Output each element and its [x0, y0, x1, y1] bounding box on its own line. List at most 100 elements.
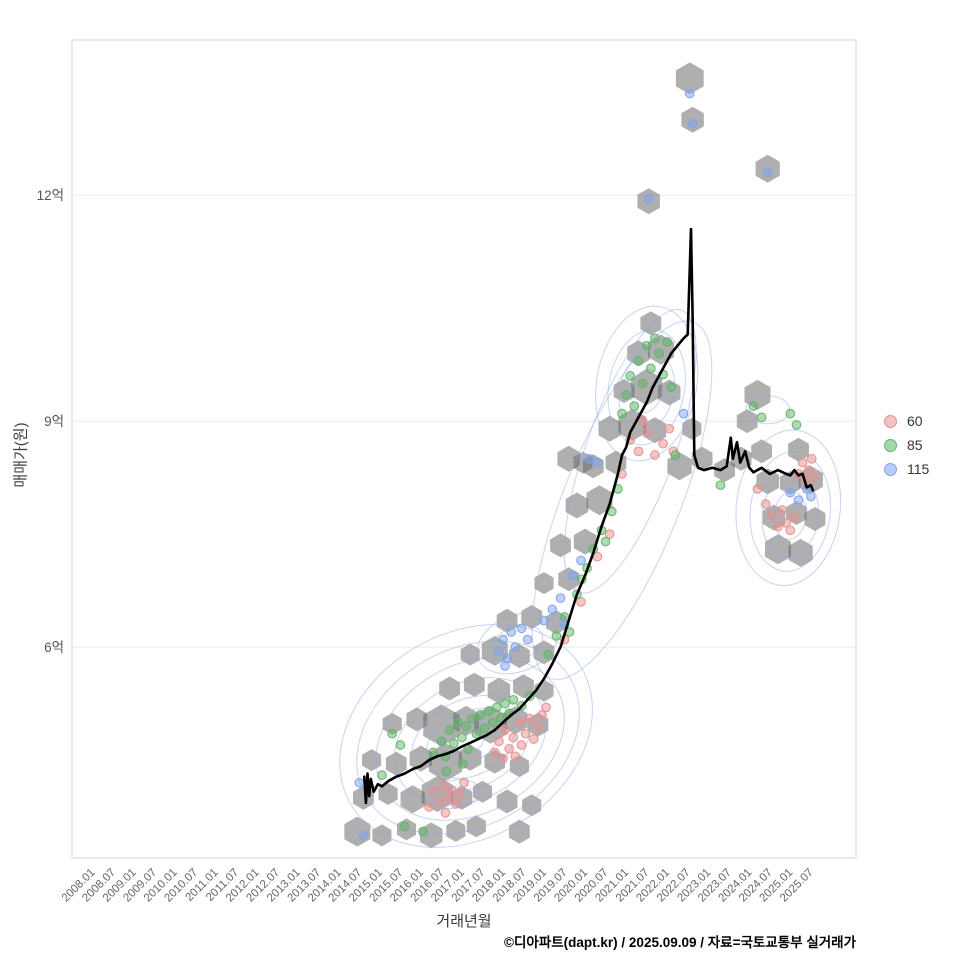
hexbin-cell	[586, 485, 613, 516]
scatter-point-85	[621, 389, 631, 400]
hexbin-cell	[804, 507, 826, 531]
scatter-point-60	[510, 751, 521, 762]
scatter-point-60	[777, 505, 787, 515]
hexbin-cell	[640, 311, 662, 336]
hexbin-cell	[565, 492, 589, 519]
hexbin-cell	[362, 749, 382, 772]
hexbin-cell	[466, 815, 486, 838]
hexbin-cell	[788, 437, 809, 462]
scatter-point-60	[650, 450, 660, 460]
legend-item-115: 115	[884, 461, 929, 477]
hexbin-cell	[521, 605, 543, 629]
scatter-point-85	[448, 738, 459, 749]
legend-dot-icon	[884, 462, 897, 476]
scatter-point-85	[629, 401, 640, 411]
scatter-point-60	[633, 446, 644, 457]
scatter-point-115	[785, 487, 796, 498]
scatter-point-85	[418, 826, 428, 837]
scatter-point-60	[809, 472, 819, 483]
hexbin-cell	[534, 572, 554, 595]
scatter-point-85	[641, 340, 652, 351]
y-axis-title: 매매가(원)	[12, 422, 30, 488]
plot-border	[71, 39, 857, 859]
hexbin-cell	[714, 458, 735, 483]
hexbin-cell	[487, 677, 511, 704]
scatter-point-85	[500, 698, 510, 709]
scatter-point-60	[489, 747, 500, 758]
scatter-point-60	[434, 796, 445, 807]
hexbin-cell	[460, 643, 480, 666]
hexbin-cell	[439, 676, 460, 701]
scatter-point-60	[428, 785, 439, 796]
scatter-point-115	[793, 495, 804, 506]
scatter-point-85	[467, 713, 478, 724]
scatter-point-85	[543, 649, 553, 660]
scatter-point-115	[500, 661, 510, 671]
x-axis-title: 거래년월	[436, 913, 492, 930]
scatter-point-60	[446, 785, 457, 796]
scatter-point-60	[450, 798, 461, 809]
scatter-point-115	[358, 830, 369, 841]
scatter-point-60	[508, 732, 519, 743]
scatter-point-60	[520, 728, 531, 739]
scatter-point-85	[748, 401, 759, 411]
scatter-point-60	[767, 510, 777, 521]
scatter-point-60	[498, 753, 508, 764]
scatter-point-85	[666, 382, 677, 393]
hexbin-cell	[406, 707, 428, 732]
density-contour	[375, 657, 565, 821]
scatter-point-60	[806, 453, 817, 464]
hexbin-cell	[751, 439, 772, 464]
scatter-point-115	[354, 777, 365, 788]
legend-dot-icon	[884, 414, 897, 428]
legend-dot-icon	[884, 438, 897, 452]
scatter-point-85	[508, 694, 519, 705]
scatter-point-85	[791, 420, 802, 430]
scatter-point-85	[625, 371, 636, 381]
hexbin-cell	[423, 704, 460, 747]
scatter-point-115	[494, 646, 504, 656]
scatter-point-115	[643, 194, 654, 204]
scatter-point-60	[455, 789, 465, 799]
hexbin-cell	[550, 533, 571, 558]
hexbin-cell	[736, 409, 758, 434]
scatter-point-60	[494, 736, 504, 747]
scatter-point-60	[658, 438, 668, 449]
hexbin-cell	[382, 712, 402, 735]
scatter-point-115	[592, 457, 603, 468]
scatter-point-85	[387, 728, 398, 739]
scatter-point-85	[785, 408, 796, 419]
scatter-point-60	[789, 512, 800, 523]
scatter-point-85	[650, 333, 660, 344]
scatter-point-60	[514, 717, 525, 728]
scatter-point-115	[805, 491, 816, 502]
density-contour	[595, 305, 699, 462]
scatter-point-60	[781, 517, 792, 528]
density-contour	[476, 612, 559, 675]
hexbin-cell	[598, 415, 621, 442]
scatter-point-85	[436, 736, 447, 747]
scatter-point-60	[773, 521, 783, 532]
hexbin-cell	[631, 369, 663, 406]
scatter-point-60	[438, 781, 449, 792]
density-contour	[393, 677, 547, 806]
scatter-point-60	[576, 597, 586, 607]
scatter-point-85	[487, 717, 498, 728]
scatter-point-85	[670, 450, 681, 460]
scatter-point-60	[664, 423, 675, 434]
density-contour	[339, 624, 593, 848]
hexbin-cell	[400, 785, 425, 814]
scatter-point-115	[506, 627, 517, 637]
density-contour	[531, 320, 713, 681]
y-tick-label: 6억	[44, 640, 64, 655]
scatter-point-115	[547, 604, 558, 615]
scatter-point-60	[424, 801, 434, 812]
hexbin-cell	[682, 417, 702, 440]
hexbin-cell	[446, 819, 466, 842]
scatter-point-60	[537, 710, 547, 720]
scatter-point-85	[483, 706, 494, 716]
hexbin-cell	[496, 789, 518, 814]
legend-item-85: 85	[884, 437, 929, 453]
